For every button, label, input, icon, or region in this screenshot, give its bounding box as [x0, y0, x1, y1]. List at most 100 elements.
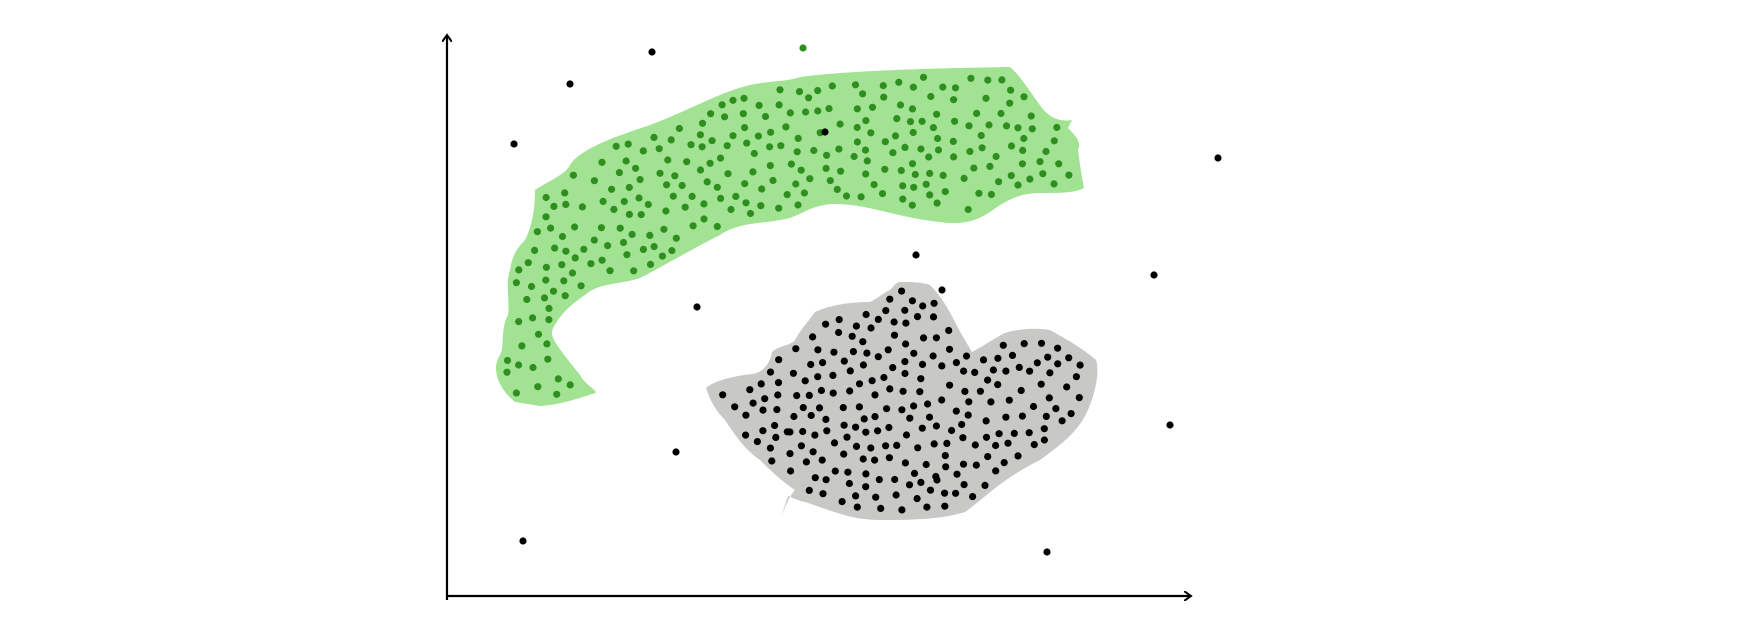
cluster-a-point [917, 145, 925, 153]
cluster-a-point [1055, 160, 1063, 168]
noise-point [912, 251, 920, 259]
cluster-a-point [544, 355, 552, 363]
cluster-a-point [766, 162, 774, 170]
cluster-b-point [840, 357, 848, 365]
cluster-b-point [913, 313, 922, 321]
cluster-b-point [971, 368, 979, 376]
cluster-a-point [1007, 172, 1015, 180]
cluster-b-point [999, 341, 1007, 349]
cluster-a-point [1050, 137, 1058, 145]
cluster-b-point [1046, 369, 1054, 377]
cluster-a-point [667, 136, 675, 144]
cluster-b-point [924, 400, 932, 408]
cluster-b-point [874, 353, 882, 361]
cluster-a-point [598, 256, 606, 264]
cluster-a-point [577, 282, 585, 290]
cluster-a-point [755, 101, 763, 109]
cluster-b-point [1018, 412, 1026, 420]
cluster-a-point [561, 189, 569, 197]
cluster-a-point [542, 276, 550, 284]
cluster-b-point [862, 483, 870, 491]
cluster-b-point [845, 479, 854, 488]
cluster-a-point [663, 181, 671, 189]
cluster-a-point [966, 147, 974, 156]
cluster-b-point [830, 439, 839, 447]
cluster-a-point [700, 200, 708, 208]
cluster-a-point [851, 81, 860, 89]
cluster-a-point [547, 224, 555, 232]
cluster-a-point [867, 129, 875, 137]
cluster-b-point [823, 427, 831, 435]
cluster-a-point [534, 330, 543, 338]
cluster-a-point [524, 259, 532, 267]
cluster-b-point [919, 302, 927, 310]
cluster-a-point [571, 254, 579, 262]
cluster-b-point [1014, 452, 1022, 460]
cluster-a-point [687, 141, 695, 149]
cluster-a-point [598, 158, 606, 166]
cluster-a-point [590, 236, 598, 244]
cluster-b-point [855, 403, 864, 411]
cluster-b-point [1044, 353, 1052, 361]
cluster-a-point [922, 180, 930, 188]
cluster-b-point [807, 360, 815, 369]
cluster-a-point [718, 101, 726, 109]
cluster-a-point [787, 160, 796, 168]
cluster-b-point [846, 367, 854, 375]
cluster-a-point [543, 340, 551, 348]
cluster-a-point [967, 74, 975, 82]
cluster-b-point [753, 438, 762, 446]
cluster-b-point [787, 467, 795, 475]
cluster-b-point [790, 412, 798, 421]
noise-point [1166, 421, 1174, 429]
cluster-b-point [759, 427, 767, 435]
cluster-a-point [660, 225, 668, 233]
cluster-a-point [545, 316, 553, 324]
cluster-a-point [926, 169, 934, 177]
cluster-b-point [1042, 412, 1050, 420]
cluster-a-point [749, 168, 757, 176]
cluster-a-point [531, 246, 539, 254]
cluster-a-point [551, 244, 559, 252]
cluster-b-point [1037, 339, 1046, 347]
cluster-b-point [860, 415, 868, 423]
cluster-b-point [1067, 410, 1075, 418]
cluster-a-point [729, 132, 737, 140]
cluster-b-point [859, 361, 868, 369]
cluster-a-point [986, 162, 994, 170]
cluster-a-point [644, 200, 652, 209]
noise-point [648, 48, 656, 56]
cluster-b-point [1033, 359, 1041, 367]
cluster-b-point [814, 346, 822, 354]
cluster-a-point [1020, 93, 1028, 101]
cluster-b-point [844, 468, 852, 476]
cluster-b-point [945, 326, 953, 335]
cluster-b-point [917, 375, 925, 383]
cluster-b-point [941, 452, 949, 460]
cluster-b-point [914, 444, 922, 452]
cluster-a-point [949, 137, 957, 145]
cluster-b-point [1010, 429, 1018, 437]
cluster-b-point [1002, 413, 1010, 421]
cluster-b-point [982, 433, 991, 441]
cluster-a-point [826, 177, 834, 185]
noise-point [693, 303, 701, 311]
cluster-a-point [911, 170, 919, 179]
cluster-b-point [801, 377, 809, 385]
cluster-a-point [689, 222, 697, 230]
cluster-a-point [828, 82, 836, 90]
cluster-a-point [899, 182, 907, 190]
cluster-b-point [918, 424, 926, 432]
cluster-a-point [833, 185, 841, 193]
cluster-a-point [793, 148, 801, 156]
cluster-a-point [632, 164, 640, 172]
cluster-a-point [683, 158, 691, 166]
cluster-a-point [776, 86, 784, 94]
cluster-a-point [934, 134, 942, 143]
cluster-a-point [698, 143, 706, 151]
cluster-a-point [965, 122, 973, 130]
cluster-a-point [716, 154, 725, 162]
cluster-a-point [750, 149, 758, 158]
cluster-a-point [909, 83, 918, 91]
cluster-b-point [766, 444, 775, 452]
